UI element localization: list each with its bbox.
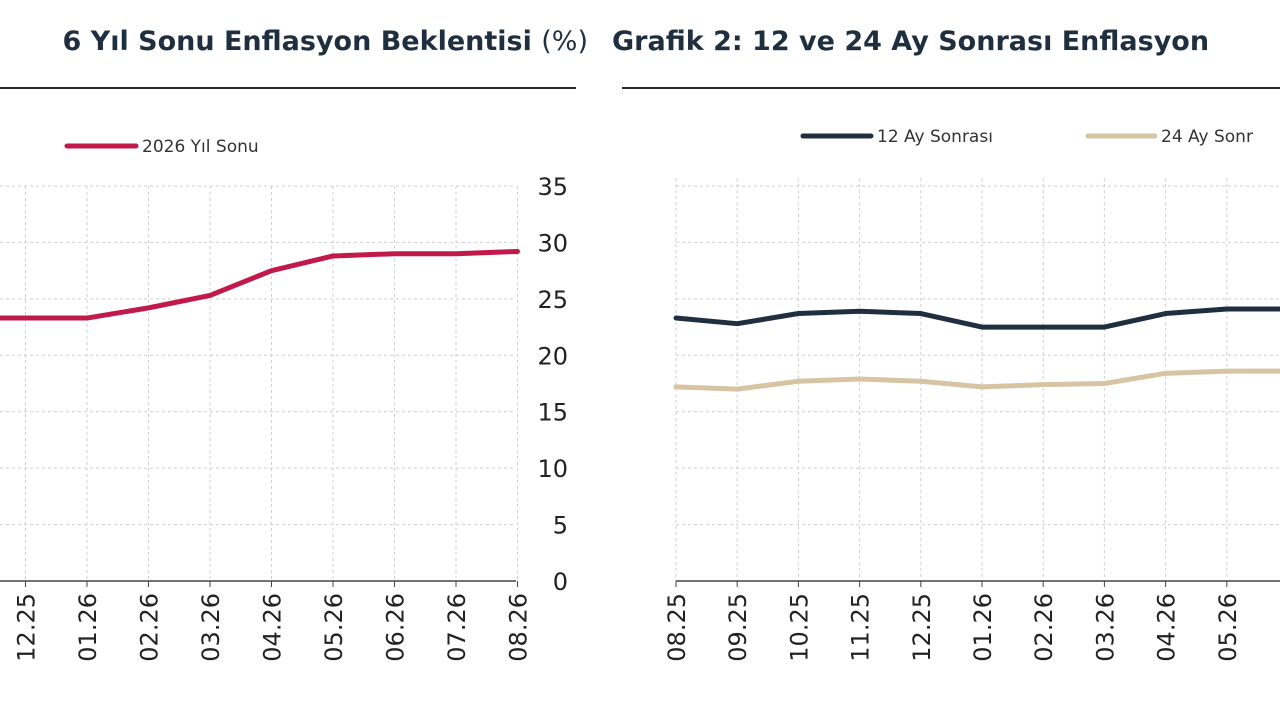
chart1-title-unit: (%) (541, 26, 588, 57)
chart1-legend-label: 2026 Yıl Sonu (142, 137, 259, 157)
chart1-y-tick: 30 (537, 229, 568, 257)
chart1-title-text: 6 Yıl Sonu Enflasyon Beklentisi (62, 26, 532, 57)
chart2-legend-label-24: 24 Ay Sonr (1161, 127, 1253, 147)
chart2-x-tick: 05.26 (1214, 593, 1242, 662)
chart2-x-tick: 01.26 (969, 593, 997, 662)
chart1-legend: 2026 Yıl Sonu (64, 137, 259, 157)
chart2-x-tick: 11.25 (847, 593, 875, 662)
chart1-x-tick: 04.26 (259, 593, 287, 662)
chart2-x-tick: 08.25 (663, 593, 691, 662)
chart1-series-line (0, 248, 520, 321)
chart2-x-tick: 04.26 (1153, 593, 1181, 662)
chart2-title: Grafik 2: 12 ve 24 Ay Sonrası Enflasyon (612, 26, 1210, 57)
chart2-x-tick: 12.25 (908, 593, 936, 662)
chart2-x-tick: 02.26 (1030, 593, 1058, 662)
chart2-x-axis: 08.25 09.25 10.25 11.25 12.25 01.26 02.26 03.26… (663, 581, 1242, 662)
chart2-title-rule (622, 87, 1280, 89)
chart1-x-tick: 06.26 (382, 593, 410, 662)
chart1-x-tick: 07.26 (443, 593, 471, 662)
chart1-title: 6 Yıl Sonu Enflasyon Beklentisi (%) (63, 26, 589, 57)
chart1-series (0, 248, 520, 321)
chart2-series-24-line (673, 368, 1280, 392)
chart1-x-tick: 12.25 (13, 593, 41, 662)
chart1-title-rule (0, 87, 576, 89)
chart1-y-axis: 0 5 10 15 20 25 30 35 (537, 173, 568, 596)
chart2-grid (675, 178, 1280, 582)
chart1-y-tick: 0 (553, 568, 568, 596)
chart1-y-tick: 20 (537, 342, 568, 370)
chart1-x-tick: 02.26 (136, 593, 164, 662)
chart2-x-tick: 09.25 (724, 593, 752, 662)
chart2-series (673, 306, 1280, 392)
chart1-x-tick: 05.26 (320, 593, 348, 662)
chart1-y-tick: 25 (537, 286, 568, 314)
chart2-x-tick: 03.26 (1091, 593, 1119, 662)
chart1-x-axis: 12.25 01.26 02.26 03.26 04.26 05.26 06.26 07.26… (13, 581, 533, 662)
chart1-y-tick: 10 (537, 455, 568, 483)
chart1-x-tick: 03.26 (197, 593, 225, 662)
chart2-legend-label-12: 12 Ay Sonrası (877, 127, 993, 147)
chart2-x-tick: 10.25 (785, 593, 813, 662)
chart1-y-tick: 35 (537, 173, 568, 201)
chart1-grid (0, 185, 518, 582)
chart2-legend: 12 Ay Sonrası 24 Ay Sonr (800, 127, 1253, 147)
chart1-y-tick: 15 (537, 399, 568, 427)
chart1-y-tick: 5 (553, 512, 568, 540)
chart1-x-tick: 08.26 (505, 593, 533, 662)
chart2-series-12-line (673, 306, 1280, 330)
chart1-x-tick: 01.26 (74, 593, 102, 662)
